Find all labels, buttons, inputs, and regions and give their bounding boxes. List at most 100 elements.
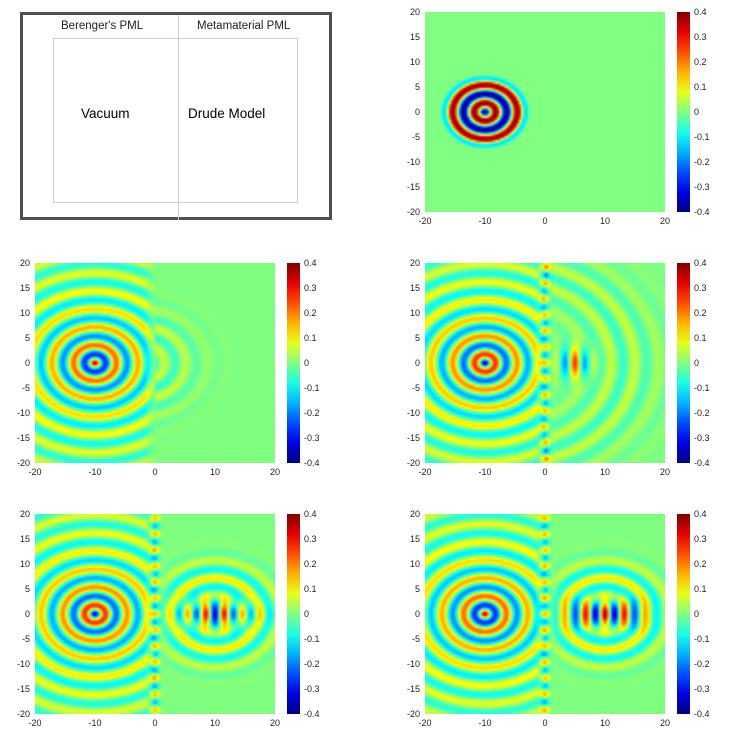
y-tick-label: 15 [410, 283, 420, 293]
x-tick-label: 0 [542, 718, 547, 728]
y-tick-label: 5 [415, 333, 420, 343]
x-tick-label: -10 [478, 216, 491, 226]
colorbar-tick-label: 0.1 [304, 333, 317, 343]
x-tick-label: -20 [28, 718, 41, 728]
y-tick-label: -5 [412, 383, 420, 393]
x-tick-label: 10 [600, 216, 610, 226]
y-tick-label: 10 [410, 57, 420, 67]
field-heatmap [425, 12, 665, 212]
field-snapshot-1: -20 -10 0 10 20 20 15 10 5 0 -5 -10 -15 -20 0.4 0.3 0.2 0… [407, 7, 710, 226]
x-tick-label: 20 [270, 718, 280, 728]
colorbar [287, 514, 300, 714]
field-heatmap [35, 514, 275, 714]
field-heatmap [425, 514, 665, 714]
y-tick-label: -20 [17, 458, 30, 468]
y-tick-label: -15 [407, 182, 420, 192]
field-heatmap [425, 263, 665, 463]
colorbar-tick-label: 0.1 [694, 333, 707, 343]
field-snapshot-3: -20 -10 0 10 20 20 15 10 5 0 -5 -10 -15 -20 0.4 0.3 0.2 0… [407, 258, 710, 477]
colorbar-tick-label: 0 [304, 609, 309, 619]
y-tick-label: 0 [415, 358, 420, 368]
y-tick-label: 15 [20, 534, 30, 544]
y-tick-label: 0 [415, 609, 420, 619]
colorbar-tick-label: -0.1 [694, 132, 710, 142]
x-tick-label: -10 [88, 718, 101, 728]
x-tick-label: 0 [152, 718, 157, 728]
y-tick-label: 10 [20, 308, 30, 318]
y-tick-label: -5 [412, 634, 420, 644]
y-tick-label: -15 [407, 433, 420, 443]
x-tick-label: -10 [478, 718, 491, 728]
y-tick-label: 5 [25, 584, 30, 594]
colorbar-tick-label: 0.4 [304, 509, 317, 519]
colorbar-tick-label: 0.2 [304, 559, 317, 569]
y-tick-label: 20 [20, 509, 30, 519]
y-tick-label: -20 [407, 207, 420, 217]
colorbar-tick-label: 0 [694, 358, 699, 368]
y-tick-label: -15 [407, 684, 420, 694]
colorbar-tick-label: 0.2 [304, 308, 317, 318]
colorbar-tick-label: 0.4 [694, 7, 707, 17]
y-tick-label: -10 [407, 659, 420, 669]
colorbar-tick-label: -0.3 [694, 433, 710, 443]
colorbar-tick-label: 0 [694, 107, 699, 117]
colorbar-tick-label: 0.1 [694, 82, 707, 92]
y-tick-label: 5 [415, 82, 420, 92]
colorbar-tick-label: 0 [694, 609, 699, 619]
y-tick-label: 5 [25, 333, 30, 343]
y-tick-label: 15 [410, 534, 420, 544]
x-tick-label: -10 [88, 467, 101, 477]
colorbar-tick-label: -0.4 [694, 458, 710, 468]
colorbar-tick-label: -0.3 [304, 433, 320, 443]
x-tick-label: 20 [660, 216, 670, 226]
x-tick-label: 10 [210, 718, 220, 728]
x-tick-label: 0 [152, 467, 157, 477]
x-tick-label: 0 [542, 216, 547, 226]
colorbar-tick-label: -0.2 [694, 157, 710, 167]
y-tick-label: -10 [407, 157, 420, 167]
colorbar [677, 12, 690, 212]
colorbar-tick-label: -0.1 [694, 634, 710, 644]
y-tick-label: -10 [17, 408, 30, 418]
colorbar-tick-label: 0.4 [694, 258, 707, 268]
y-tick-label: 20 [410, 7, 420, 17]
y-tick-label: 10 [20, 559, 30, 569]
colorbar-tick-label: -0.1 [304, 383, 320, 393]
colorbar-tick-label: 0.2 [694, 57, 707, 67]
y-tick-label: -10 [407, 408, 420, 418]
y-tick-label: -5 [412, 132, 420, 142]
colorbar-tick-label: -0.4 [694, 207, 710, 217]
colorbar-tick-label: -0.4 [304, 709, 320, 719]
colorbar-tick-label: 0.2 [694, 559, 707, 569]
x-tick-label: 20 [660, 718, 670, 728]
colorbar [287, 263, 300, 463]
colorbar-tick-label: 0.2 [694, 308, 707, 318]
colorbar-tick-label: -0.2 [304, 408, 320, 418]
y-tick-label: -20 [407, 458, 420, 468]
simulation-setup-diagram: Berenger's PML Metamaterial PML Vacuum D… [20, 12, 332, 220]
colorbar-tick-label: 0.3 [304, 534, 317, 544]
y-tick-label: 20 [410, 509, 420, 519]
colorbar-tick-label: -0.3 [694, 684, 710, 694]
colorbar-tick-label: 0.4 [304, 258, 317, 268]
colorbar-tick-label: 0.3 [694, 32, 707, 42]
colorbar-tick-label: -0.4 [304, 458, 320, 468]
y-tick-label: -20 [17, 709, 30, 719]
berenger-pml-label: Berenger's PML [61, 20, 144, 32]
y-tick-label: 15 [20, 283, 30, 293]
colorbar [677, 514, 690, 714]
colorbar-tick-label: -0.4 [694, 709, 710, 719]
y-tick-label: 10 [410, 308, 420, 318]
y-tick-label: 15 [410, 32, 420, 42]
y-tick-label: -15 [17, 684, 30, 694]
y-tick-label: 0 [25, 358, 30, 368]
colorbar-tick-label: 0.3 [694, 283, 707, 293]
x-tick-label: -20 [28, 467, 41, 477]
colorbar-tick-label: -0.3 [304, 684, 320, 694]
y-tick-label: 10 [410, 559, 420, 569]
colorbar-tick-label: 0.4 [694, 509, 707, 519]
x-tick-label: -20 [418, 467, 431, 477]
x-tick-label: 20 [660, 467, 670, 477]
y-tick-label: 20 [410, 258, 420, 268]
field-snapshot-2: -20 -10 0 10 20 20 15 10 5 0 -5 -10 -15 -20 0.4 0.3 0.2 0… [17, 258, 320, 477]
